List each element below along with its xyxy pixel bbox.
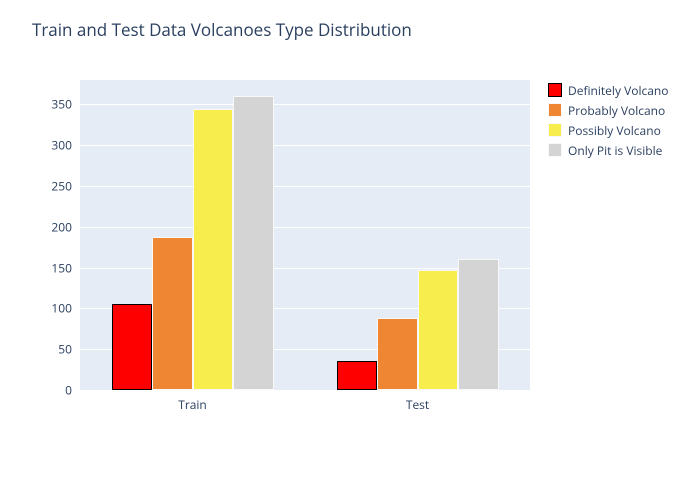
- legend-item[interactable]: Definitely Volcano: [548, 80, 668, 100]
- y-tick-label: 150: [51, 259, 72, 276]
- legend-label: Possibly Volcano: [568, 122, 661, 139]
- legend-item[interactable]: Only Pit is Visible: [548, 140, 668, 160]
- legend-label: Only Pit is Visible: [568, 142, 662, 159]
- grid-line: [80, 186, 530, 187]
- y-tick-label: 250: [51, 178, 72, 195]
- y-tick-label: 200: [51, 218, 72, 235]
- legend-swatch: [548, 83, 562, 97]
- chart-title: Train and Test Data Volcanoes Type Distr…: [32, 18, 412, 41]
- x-tick-label: Train: [178, 396, 207, 413]
- bar[interactable]: [418, 270, 459, 390]
- legend-label: Probably Volcano: [568, 102, 665, 119]
- y-tick-label: 350: [51, 96, 72, 113]
- bar[interactable]: [112, 304, 153, 390]
- grid-line: [80, 145, 530, 146]
- bar[interactable]: [152, 237, 193, 390]
- grid-line: [80, 227, 530, 228]
- legend-item[interactable]: Possibly Volcano: [548, 120, 668, 140]
- legend-item[interactable]: Probably Volcano: [548, 100, 668, 120]
- x-tick-label: Test: [406, 396, 429, 413]
- y-tick-label: 0: [65, 382, 72, 399]
- y-tick-label: 100: [51, 300, 72, 317]
- bar[interactable]: [377, 318, 418, 390]
- plot-area: 050100150200250300350TrainTest: [80, 80, 530, 390]
- bar[interactable]: [337, 361, 378, 390]
- bar[interactable]: [233, 96, 274, 391]
- legend-label: Definitely Volcano: [568, 82, 668, 99]
- legend: Definitely Volcano Probably Volcano Possib…: [548, 80, 668, 160]
- grid-line: [80, 104, 530, 105]
- y-tick-label: 300: [51, 137, 72, 154]
- legend-swatch: [548, 123, 562, 137]
- bar[interactable]: [193, 109, 234, 390]
- bar[interactable]: [458, 259, 499, 390]
- legend-swatch: [548, 143, 562, 157]
- legend-swatch: [548, 103, 562, 117]
- y-tick-label: 50: [58, 341, 72, 358]
- grid-line: [80, 390, 530, 391]
